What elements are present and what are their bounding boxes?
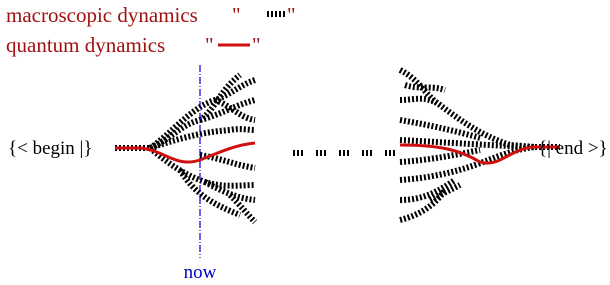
- legend-quote: ": [252, 33, 261, 57]
- legend-quote: ": [205, 33, 214, 57]
- legend-label: macroscopic dynamics: [6, 3, 198, 27]
- begin-label: {< begin |}: [8, 138, 92, 159]
- legend-quote: ": [287, 3, 296, 27]
- page: macroscopic dynamics " " quantum dynamic…: [0, 0, 610, 285]
- legend-quote: ": [232, 3, 241, 27]
- now-label: now: [184, 262, 217, 283]
- diagram: macroscopic dynamics " " quantum dynamic…: [0, 0, 610, 285]
- end-label: {| end >}: [538, 138, 608, 159]
- quantum-path-right: [400, 145, 560, 163]
- legend-label: quantum dynamics: [6, 33, 165, 57]
